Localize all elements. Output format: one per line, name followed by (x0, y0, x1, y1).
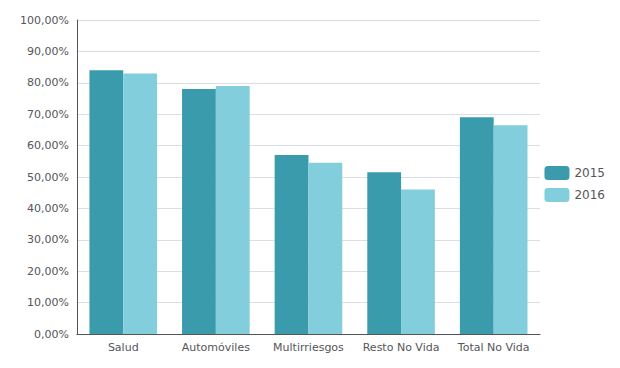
svg-text:Multirriesgos: Multirriesgos (273, 341, 344, 354)
svg-text:Automóviles: Automóviles (182, 341, 250, 354)
svg-text:50,00%: 50,00% (27, 171, 69, 184)
svg-text:100,00%: 100,00% (20, 14, 69, 27)
svg-text:2015: 2015 (574, 166, 605, 180)
svg-text:Total No Vida: Total No Vida (457, 341, 530, 354)
svg-text:60,00%: 60,00% (27, 139, 69, 152)
svg-text:40,00%: 40,00% (27, 202, 69, 215)
svg-text:10,00%: 10,00% (27, 296, 69, 309)
svg-text:Resto No Vida: Resto No Vida (363, 341, 440, 354)
svg-text:2016: 2016 (574, 188, 605, 202)
svg-text:80,00%: 80,00% (27, 76, 69, 89)
svg-text:0,00%: 0,00% (34, 328, 69, 341)
svg-text:30,00%: 30,00% (27, 233, 69, 246)
svg-text:90,00%: 90,00% (27, 45, 69, 58)
svg-text:20,00%: 20,00% (27, 265, 69, 278)
svg-text:70,00%: 70,00% (27, 108, 69, 121)
svg-text:Salud: Salud (108, 341, 139, 354)
